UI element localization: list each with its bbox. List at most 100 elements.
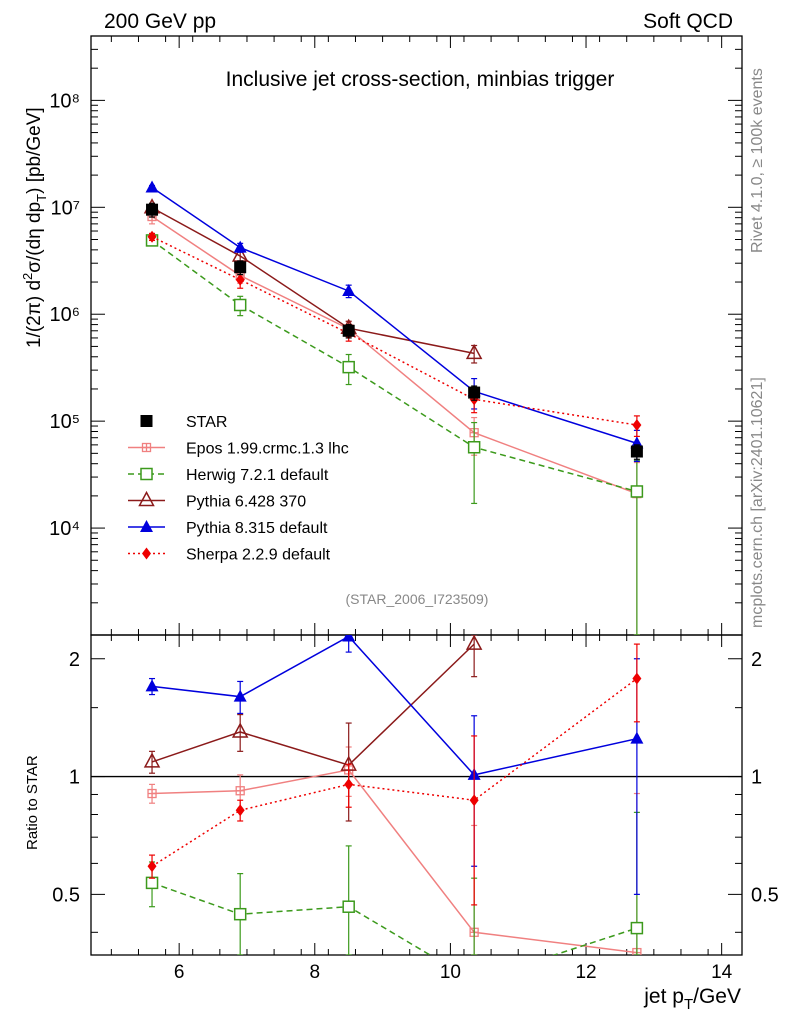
- legend-marker: [140, 415, 153, 427]
- data-point: [145, 180, 159, 193]
- legend-marker: [141, 442, 152, 453]
- chart-title: Inclusive jet cross-section, minbias tri…: [226, 68, 615, 91]
- data-point: [467, 441, 481, 454]
- ratio-tick-label: 0.5: [52, 884, 80, 906]
- ratio-tick-label: 1: [69, 767, 80, 789]
- ratio-line-herwig-1: [151, 882, 638, 955]
- ratio-point: [235, 786, 245, 796]
- data-point: [632, 419, 642, 432]
- x-tick-label: 8: [309, 962, 320, 983]
- ratio-point: [469, 976, 480, 987]
- ratio-point: [630, 731, 644, 744]
- series-ratio-sherpa-4: [147, 643, 642, 906]
- data-point: [342, 283, 356, 296]
- data-point: [630, 485, 644, 498]
- y-tick-label: 10⁷: [51, 197, 80, 219]
- data-point: [465, 343, 483, 360]
- data-point: [630, 436, 644, 449]
- legend-item: Herwig 7.2.1 default: [128, 467, 329, 484]
- x-tick-label: 6: [174, 962, 185, 983]
- y-tick-label: 10⁵: [49, 411, 80, 433]
- legend-marker: [142, 547, 151, 560]
- legend-marker: [138, 490, 155, 507]
- star-data-point: [468, 386, 481, 399]
- ratio-point: [235, 804, 245, 817]
- ratio-point: [145, 679, 159, 692]
- legend-label: Pythia 6.428 370: [186, 494, 306, 511]
- series-ratio-pythia-3: [145, 635, 644, 895]
- ratio-point: [465, 635, 483, 650]
- x-axis-label: jet pT/GeV: [643, 985, 741, 1013]
- ratio-point: [469, 794, 479, 807]
- y-tick-label: 10⁴: [49, 518, 80, 540]
- legend-item: Pythia 6.428 370: [128, 490, 306, 511]
- legend-label: Epos 1.99.crmc.1.3 lhc: [186, 441, 349, 458]
- data-point: [147, 230, 157, 243]
- ratio-point: [342, 635, 356, 642]
- series-star-data: [146, 202, 643, 460]
- series-ratio-epos-0: [147, 746, 642, 955]
- ratio-point: [630, 921, 644, 935]
- x-tick-label: 14: [711, 962, 733, 983]
- legend-marker: [140, 467, 153, 481]
- rivet-version-label: Rivet 4.1.0, ≥ 100k events: [749, 68, 766, 253]
- data-point: [235, 273, 245, 286]
- series-layer: [143, 180, 644, 987]
- legend-item: Pythia 8.315 default: [128, 520, 328, 537]
- ratio-point: [342, 900, 355, 913]
- ratio-line-epos-0: [152, 769, 637, 954]
- legend: STAR Epos 1.99.crmc.1.3 lhc Herwig 7.2.1 d…: [128, 414, 349, 564]
- ratio-point: [632, 672, 642, 685]
- legend-label: Sherpa 2.2.9 default: [186, 547, 331, 564]
- ratio-point: [143, 752, 161, 768]
- star-data-point: [234, 261, 247, 274]
- ratio-point: [147, 860, 157, 873]
- series-main-pythia-2: [143, 198, 483, 364]
- ratio-y-axis-label: Ratio to STAR: [24, 755, 41, 850]
- series-main-herwig-1: [145, 234, 644, 635]
- series-line-pythia-3: [151, 186, 638, 445]
- legend-item: Epos 1.99.crmc.1.3 lhc: [128, 441, 349, 458]
- y-tick-label: 10⁶: [50, 304, 80, 326]
- header-right: Soft QCD: [643, 10, 733, 33]
- ratio-line-pythia-3: [151, 635, 638, 776]
- analysis-id: (STAR_2006_I723509): [346, 591, 489, 607]
- ratio-line-pythia-2: [151, 643, 475, 766]
- legend-label: Pythia 8.315 default: [186, 520, 328, 537]
- legend-item: Sherpa 2.2.9 default: [128, 547, 331, 564]
- legend-item: STAR: [140, 414, 227, 431]
- star-data-point: [342, 324, 355, 337]
- legend-label: Herwig 7.2.1 default: [186, 467, 329, 484]
- ratio-point: [233, 689, 247, 702]
- legend-marker: [140, 520, 153, 532]
- ratio-tick-label-right: 0.5: [751, 884, 779, 906]
- legend-label: STAR: [186, 414, 227, 431]
- ratio-point: [344, 778, 354, 791]
- mcplots-label: mcplots.cern.ch [arXiv:2401.10621]: [749, 377, 766, 628]
- y-axis-label: 1/(2π) d2σ/(dη dpT) [pb/GeV]: [20, 107, 49, 348]
- ratio-point: [233, 907, 247, 921]
- x-tick-label: 10: [440, 962, 461, 983]
- data-point: [342, 360, 355, 374]
- ratio-point: [231, 722, 249, 738]
- ratio-tick-label: 2: [69, 649, 80, 671]
- main-plot-frame: [90, 35, 743, 636]
- y-tick-label: 10⁸: [49, 90, 80, 112]
- ratio-tick-label-right: 1: [751, 767, 762, 789]
- ratio-line-sherpa-4: [151, 677, 638, 867]
- series-main-sherpa-4: [147, 230, 642, 438]
- data-point: [233, 298, 247, 312]
- ratio-point: [145, 876, 159, 890]
- series-line-pythia-2: [151, 207, 475, 355]
- series-ratio-herwig-1: [145, 811, 644, 987]
- data-point: [233, 240, 247, 253]
- star-data-point: [630, 445, 643, 458]
- x-tick-label: 12: [575, 962, 596, 983]
- ratio-plot-frame: [90, 634, 743, 956]
- star-data-point: [146, 203, 159, 216]
- ratio-point: [147, 788, 157, 799]
- series-line-sherpa-4: [151, 236, 638, 426]
- ratio-tick-label-right: 2: [751, 649, 762, 671]
